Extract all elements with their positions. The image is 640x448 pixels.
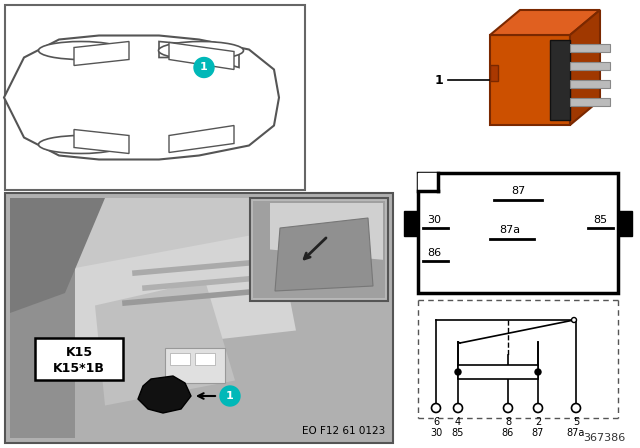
Circle shape <box>454 404 463 413</box>
Text: 6: 6 <box>433 417 439 427</box>
Polygon shape <box>570 62 610 70</box>
Text: 367386: 367386 <box>583 433 625 443</box>
Text: 4: 4 <box>455 417 461 427</box>
Circle shape <box>534 404 543 413</box>
Bar <box>250 198 388 301</box>
Polygon shape <box>570 44 610 52</box>
Circle shape <box>194 57 214 78</box>
Polygon shape <box>74 42 129 65</box>
Text: 2: 2 <box>535 417 541 427</box>
Bar <box>165 348 225 383</box>
Polygon shape <box>570 10 600 125</box>
Polygon shape <box>570 98 610 106</box>
Ellipse shape <box>38 42 124 60</box>
Bar <box>195 353 215 365</box>
Circle shape <box>455 369 461 375</box>
Polygon shape <box>4 35 279 159</box>
Text: EO F12 61 0123: EO F12 61 0123 <box>301 426 385 436</box>
Circle shape <box>535 369 541 375</box>
Text: 1: 1 <box>200 63 208 73</box>
Text: 86: 86 <box>502 428 514 438</box>
Polygon shape <box>138 376 191 413</box>
Text: 85: 85 <box>452 428 464 438</box>
Circle shape <box>572 404 580 413</box>
Bar <box>618 211 632 236</box>
Polygon shape <box>10 198 388 293</box>
Text: 85: 85 <box>593 215 607 225</box>
Text: K15: K15 <box>65 345 93 358</box>
Bar <box>490 35 570 125</box>
Polygon shape <box>418 173 438 191</box>
Polygon shape <box>169 125 234 152</box>
Circle shape <box>220 386 240 406</box>
Polygon shape <box>75 231 296 356</box>
Polygon shape <box>74 129 129 154</box>
Bar <box>5 5 305 190</box>
Text: 87: 87 <box>532 428 544 438</box>
Bar <box>404 211 418 236</box>
Text: 30: 30 <box>427 215 441 225</box>
Text: 5: 5 <box>573 417 579 427</box>
Bar <box>170 353 190 365</box>
Polygon shape <box>10 198 75 438</box>
Text: 87: 87 <box>511 186 525 196</box>
Text: 87a: 87a <box>567 428 585 438</box>
Ellipse shape <box>38 135 124 154</box>
Circle shape <box>504 404 513 413</box>
Bar <box>490 65 498 81</box>
Polygon shape <box>490 10 600 35</box>
Text: K15*1B: K15*1B <box>53 362 105 375</box>
Bar <box>418 173 618 293</box>
Text: 1: 1 <box>435 73 444 86</box>
Polygon shape <box>169 43 234 69</box>
Text: 8: 8 <box>505 417 511 427</box>
Text: 1: 1 <box>226 391 234 401</box>
Circle shape <box>572 318 577 323</box>
Text: 30: 30 <box>430 428 442 438</box>
Bar <box>253 201 385 298</box>
Bar <box>5 193 393 443</box>
Bar <box>35 338 123 380</box>
Ellipse shape <box>159 42 243 60</box>
Polygon shape <box>159 42 239 68</box>
Polygon shape <box>10 198 105 313</box>
Bar <box>458 365 538 379</box>
Polygon shape <box>570 80 610 88</box>
Polygon shape <box>95 280 235 405</box>
Polygon shape <box>270 203 383 260</box>
Bar <box>550 40 570 120</box>
Text: 87a: 87a <box>499 225 520 235</box>
Polygon shape <box>275 218 373 291</box>
Text: 86: 86 <box>427 248 441 258</box>
Circle shape <box>431 404 440 413</box>
